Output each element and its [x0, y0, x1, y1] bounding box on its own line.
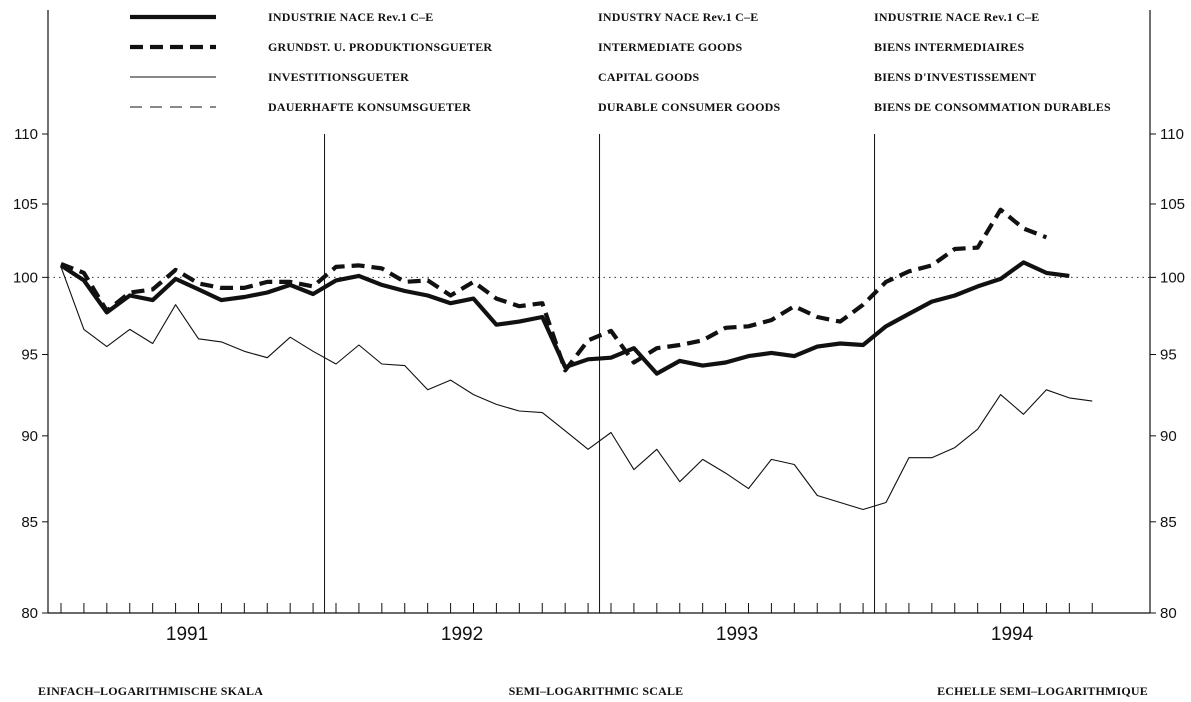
legend-label-fr-0: INDUSTRIE NACE Rev.1 C–E — [874, 10, 1040, 24]
series-line-2 — [60, 266, 1093, 511]
legend-label-de-0: INDUSTRIE NACE Rev.1 C–E — [268, 10, 434, 24]
legend: INDUSTRIE NACE Rev.1 C–E INDUSTRY NACE Re… — [130, 10, 1111, 114]
legend-label-de-1: GRUNDST. U. PRODUKTIONSGUETER — [268, 40, 492, 54]
y-tick-label-right: 80 — [1160, 605, 1177, 622]
footer-left-label: EINFACH–LOGARITHMISCHE SKALA — [38, 684, 263, 698]
legend-label-fr-1: BIENS INTERMEDIAIRES — [874, 40, 1024, 54]
year-label-1991: 1991 — [166, 624, 208, 645]
y-tick-label-right: 110 — [1160, 126, 1184, 143]
legend-label-en-0: INDUSTRY NACE Rev.1 C–E — [598, 10, 758, 24]
footer-right-label: ECHELLE SEMI–LOGARITHMIQUE — [937, 684, 1148, 698]
y-tick-label-left: 90 — [21, 428, 38, 445]
year-dividers — [324, 134, 876, 613]
footer-center-label: SEMI–LOGARITHMIC SCALE — [509, 684, 684, 698]
series-lines — [59, 207, 1093, 511]
legend-label-de-2: INVESTITIONSGUETER — [268, 70, 409, 84]
y-tick-label-right: 105 — [1160, 196, 1185, 213]
legend-label-en-1: INTERMEDIATE GOODS — [598, 40, 743, 54]
y-tick-label-right: 95 — [1160, 347, 1177, 364]
y-tick-label-left: 95 — [21, 347, 38, 364]
legend-label-en-2: CAPITAL GOODS — [598, 70, 700, 84]
legend-label-en-3: DURABLE CONSUMER GOODS — [598, 100, 781, 114]
y-tick-label-left: 110 — [14, 126, 38, 143]
y-tick-label-left: 100 — [13, 269, 38, 286]
series-line-0 — [59, 260, 1070, 376]
footer: EINFACH–LOGARITHMISCHE SKALA SEMI–LOGARI… — [38, 684, 1148, 698]
x-axis-ticks: 1991 1992 1993 1994 — [60, 603, 1093, 645]
y-axis-ticks: 80 80 85 85 90 90 95 95 100 100 105 105 110 110 — [13, 126, 1185, 622]
legend-label-fr-3: BIENS DE CONSOMMATION DURABLES — [874, 100, 1111, 114]
legend-label-fr-2: BIENS D'INVESTISSEMENT — [874, 70, 1036, 84]
y-tick-label-left: 105 — [13, 196, 38, 213]
y-tick-label-right: 85 — [1160, 514, 1177, 531]
year-label-1994: 1994 — [991, 624, 1034, 645]
series-line-1 — [60, 207, 1048, 373]
y-tick-label-right: 90 — [1160, 428, 1177, 445]
y-tick-label-right: 100 — [1160, 269, 1185, 286]
year-label-1993: 1993 — [716, 624, 758, 645]
legend-label-de-3: DAUERHAFTE KONSUMSGUETER — [268, 100, 471, 114]
year-label-1992: 1992 — [441, 624, 483, 645]
y-tick-label-left: 80 — [21, 605, 38, 622]
y-tick-label-left: 85 — [21, 514, 38, 531]
